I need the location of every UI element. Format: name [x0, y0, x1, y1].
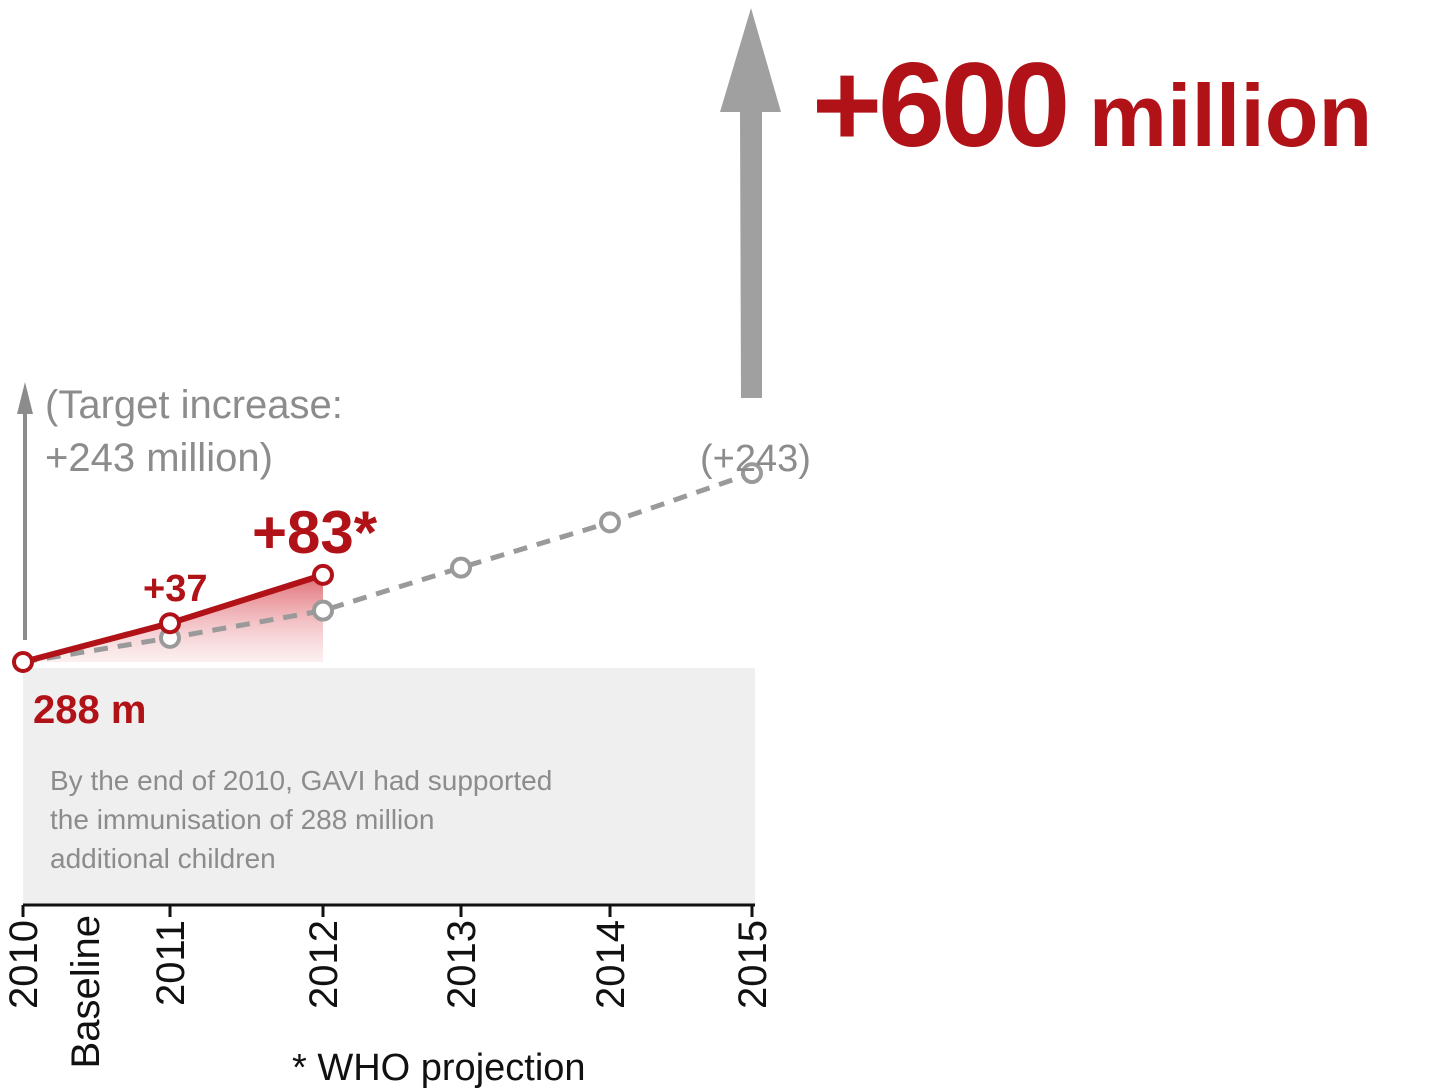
x-tick-label-2010: 2010 [2, 920, 46, 1009]
target-projection-line [22, 470, 753, 665]
baseline-label: 288 m [33, 688, 146, 732]
note-line-2: the immunisation of 288 million [50, 804, 434, 835]
end-label: (+243) [700, 438, 811, 480]
target-point-2014 [599, 511, 621, 534]
headline: +600 million [812, 38, 1372, 172]
headline-value: +600 [812, 38, 1066, 172]
target-point-2013 [450, 556, 472, 579]
point-label-2012: +83* [252, 499, 378, 566]
x-tick-label-2015: 2015 [731, 920, 775, 1009]
x-tick-label-2011: 2011 [149, 920, 193, 1006]
headline-unit: million [1089, 66, 1373, 165]
actual-point-2011 [159, 612, 181, 635]
actual-point-2010 [12, 651, 34, 673]
x-tick-label-2014: 2014 [589, 920, 633, 1009]
footnote: * WHO projection [292, 1047, 586, 1089]
target-label-line2: +243 million) [45, 436, 273, 480]
target-point-2012 [312, 599, 334, 622]
x-tick-label-2012: 2012 [302, 920, 346, 1009]
point-label-2011: +37 [143, 568, 207, 610]
x-tick-label-2013: 2013 [440, 920, 484, 1009]
big-up-arrow-icon [720, 8, 781, 398]
actual-point-2012 [312, 563, 334, 586]
x-sub-label: Baseline [64, 915, 108, 1068]
target-point-2015 [741, 462, 763, 485]
target-label-line1: (Target increase: [45, 383, 343, 427]
note-line-1: By the end of 2010, GAVI had supported [50, 765, 552, 796]
actual-area [23, 574, 323, 662]
note-panel [23, 668, 755, 904]
target-arrow-icon [17, 382, 33, 640]
note-line-3: additional children [50, 843, 276, 874]
